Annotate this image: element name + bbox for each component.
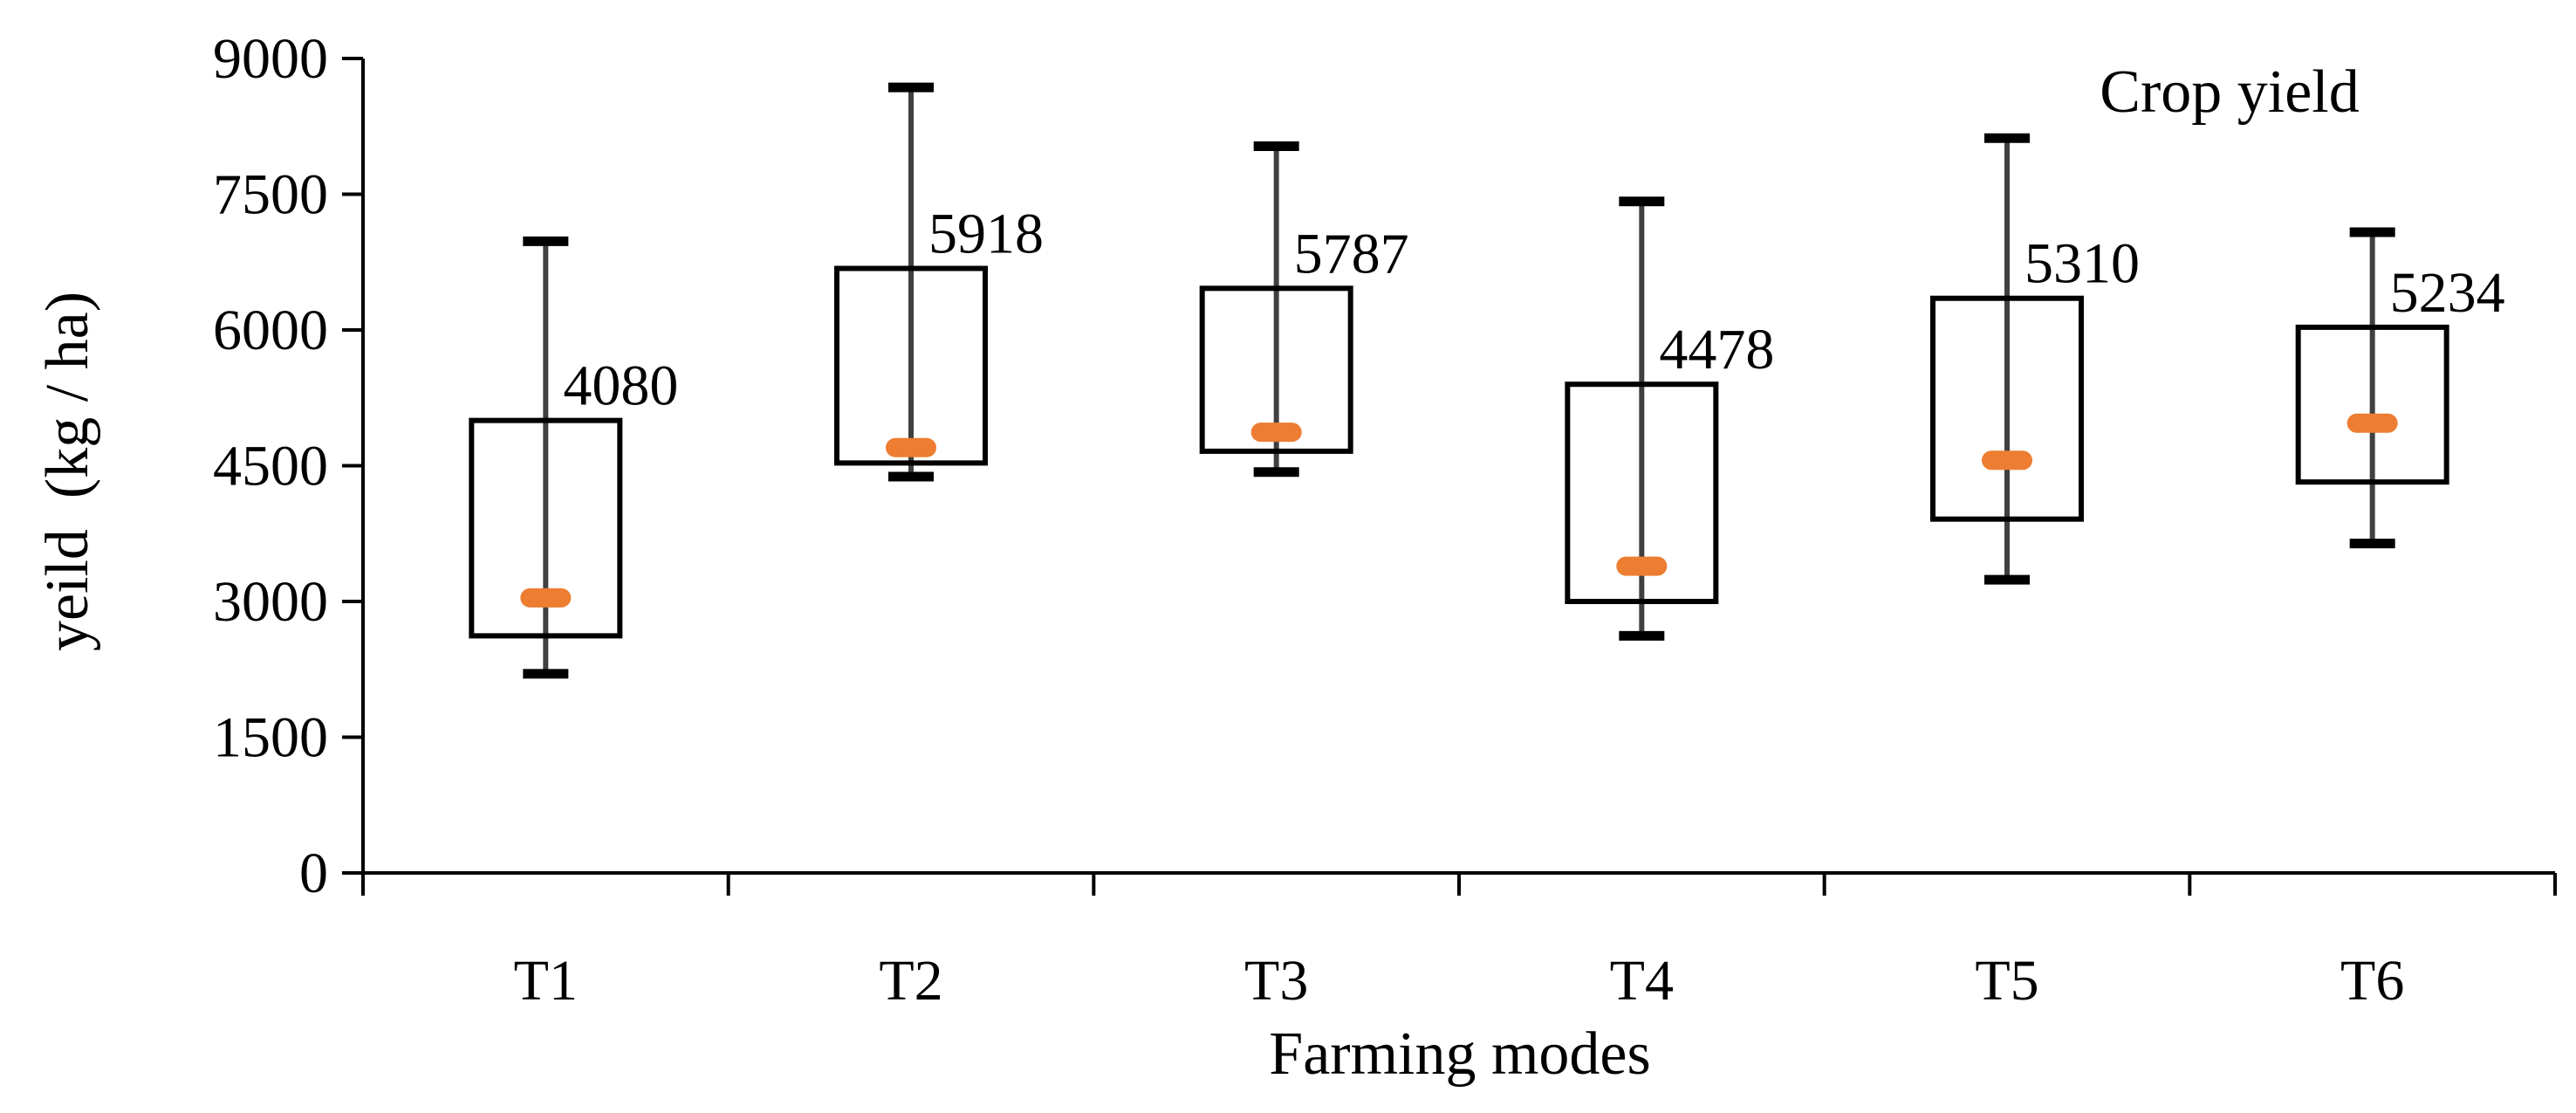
iqr-box [1930, 295, 2084, 522]
y-tick-label: 3000 [213, 570, 328, 634]
iqr-box [1565, 381, 1719, 605]
y-tick-label: 9000 [213, 27, 328, 91]
iqr-box [2295, 324, 2449, 485]
data-label: 4478 [1659, 318, 1774, 381]
y-tick-label: 7500 [213, 163, 328, 227]
data-label: 5310 [2024, 232, 2140, 296]
plot-area: 4080 5918 5787 4478 5310 5234 [469, 82, 2505, 679]
box-T4: 4478 [1565, 196, 1774, 641]
x-tick-label: T2 [879, 949, 942, 1013]
chart-title: Crop yield [2100, 58, 2359, 126]
median-marker [1616, 556, 1668, 576]
box-T1: 4080 [469, 236, 678, 679]
median-marker [1982, 450, 2032, 471]
iqr-box [834, 265, 988, 466]
box-T3: 5787 [1199, 141, 1409, 477]
box-T2: 5918 [834, 82, 1044, 482]
x-tick-label: T4 [1610, 949, 1674, 1013]
y-tick-label: 6000 [213, 299, 328, 362]
x-tick-label: T6 [2340, 949, 2404, 1013]
x-tick-label: T3 [1244, 949, 1308, 1013]
x-axis-title: Farming modes [1269, 1020, 1650, 1088]
data-label: 5234 [2390, 261, 2505, 325]
y-axis-title: yeild (kg / ha) [34, 292, 101, 651]
data-label: 4080 [563, 354, 678, 418]
median-marker [886, 437, 936, 457]
data-label: 5918 [928, 203, 1044, 266]
median-marker [520, 587, 572, 608]
iqr-box [1199, 285, 1353, 454]
y-tick-label: 4500 [213, 435, 328, 498]
x-tick-label: T1 [514, 949, 578, 1013]
x-tick-label: T5 [1975, 949, 2038, 1013]
iqr-box [469, 417, 623, 639]
y-tick-label: 1500 [213, 706, 328, 770]
median-marker [2346, 413, 2398, 433]
y-tick-label: 0 [299, 842, 328, 905]
box-T5: 5310 [1930, 133, 2140, 585]
axes: 0 1500 3000 4500 6000 7500 9000 T1 T2 T3 T4 T5 T6 [213, 27, 2557, 1013]
median-marker [1250, 423, 1302, 443]
box-T6: 5234 [2295, 227, 2505, 549]
data-label: 5787 [1294, 222, 1409, 285]
